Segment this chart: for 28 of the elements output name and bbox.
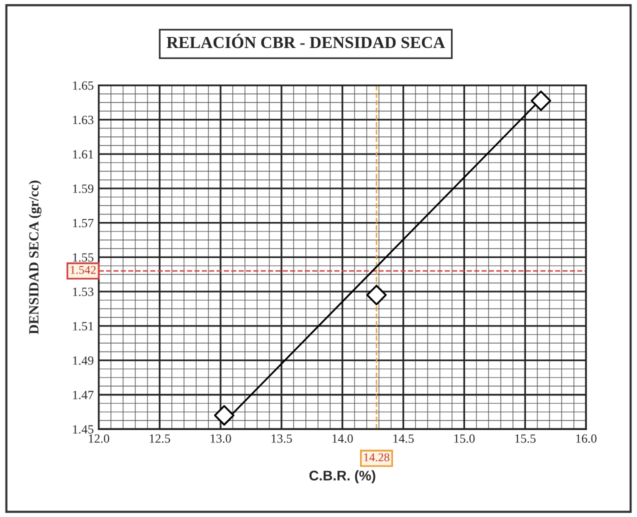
x-tick-label: 12.0 [88, 434, 110, 443]
ref-line-label: 14.28 [364, 453, 390, 462]
y-tick-label: 1.49 [73, 356, 94, 365]
y-tick-label: 1.47 [73, 390, 94, 400]
y-tick-label: 1.55 [73, 253, 94, 262]
x-tick-label: 12.5 [150, 434, 170, 443]
y-tick-label: 1.57 [73, 218, 94, 228]
y-tick-label: 1.51 [73, 322, 94, 330]
x-tick-label: 16.0 [576, 434, 596, 443]
chart-title: RELACIÓN CBR - DENSIDAD SECA [166, 34, 446, 48]
y-axis-title: DENSIDAD SECA (gr/cc) [28, 180, 42, 334]
y-tick-label: 1.53 [73, 288, 94, 296]
y-tick-label: 1.65 [73, 81, 94, 90]
ref-line-label: 1.542 [70, 266, 96, 274]
y-tick-label: 1.45 [73, 425, 94, 434]
x-tick-label: 13.0 [210, 434, 232, 443]
x-axis-title: C.B.R. (%) [309, 470, 376, 484]
x-tick-label: 14.5 [393, 434, 414, 443]
y-tick-label: 1.59 [73, 184, 94, 193]
point [214, 405, 234, 426]
y-tick-label: 1.63 [73, 116, 94, 124]
x-tick-label: 15.5 [515, 434, 536, 443]
x-tick-label: 14.0 [332, 434, 353, 443]
y-tick-label: 1.61 [73, 150, 94, 159]
x-tick-label: 15.0 [454, 434, 475, 443]
point [366, 284, 387, 306]
point [530, 90, 552, 111]
x-tick-label: 13.5 [272, 434, 292, 443]
